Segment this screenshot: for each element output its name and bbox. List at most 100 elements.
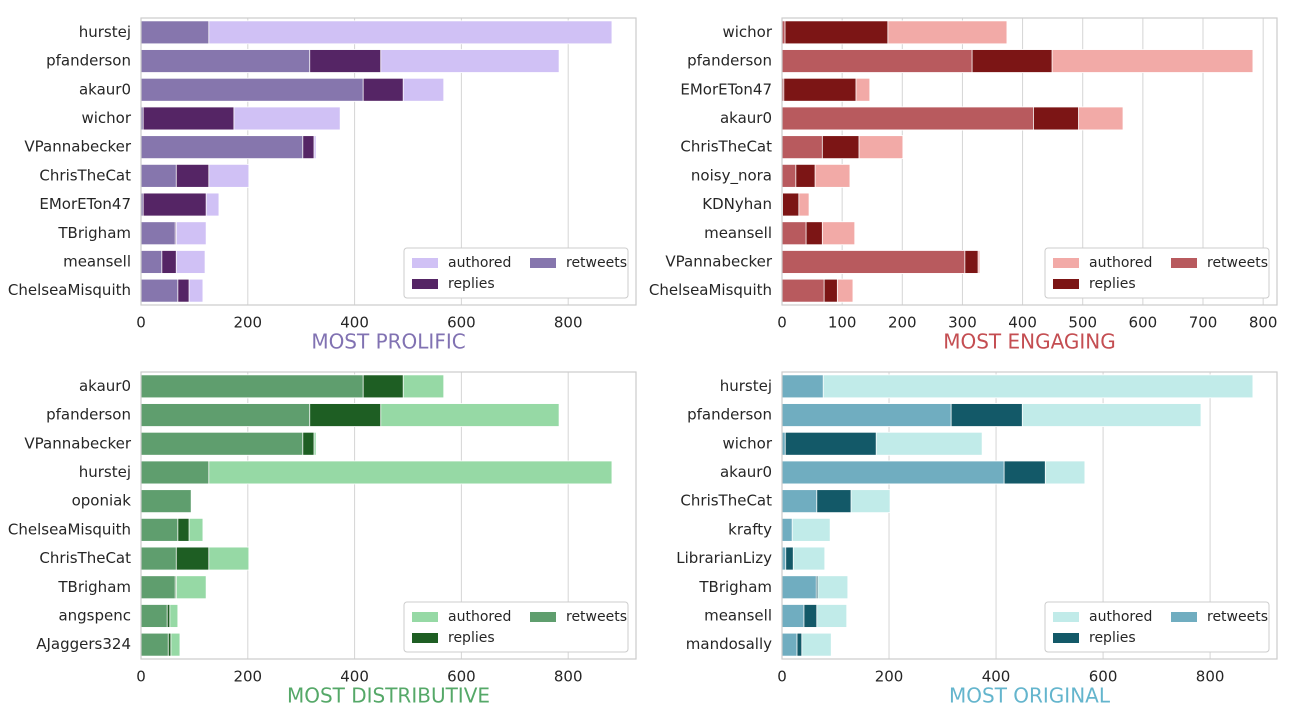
x-tick-label: 500 [1068, 314, 1097, 332]
y-tick-label: EMorETon47 [39, 195, 131, 213]
bar [140, 250, 163, 274]
legend-label: replies [448, 276, 495, 292]
y-tick-label: ChelseaMisquith [8, 281, 131, 299]
bar [781, 374, 1254, 399]
bar [140, 135, 304, 160]
x-tick-label: 200 [888, 314, 917, 332]
x-tick-label: 400 [982, 668, 1011, 686]
bar [781, 20, 889, 45]
legend-label: retweets [1207, 255, 1268, 271]
bar [140, 106, 235, 131]
bar [140, 604, 168, 628]
legend-label: authored [448, 255, 511, 271]
x-tick-label: 200 [233, 668, 262, 686]
bar [781, 278, 825, 303]
y-tick-label: pfanderson [687, 52, 772, 70]
subplot: 0 200 400 600 800 hurstej pfanderson akaur0 wich… [8, 17, 637, 354]
legend-label: replies [1089, 276, 1136, 292]
x-tick-label: 600 [1089, 668, 1118, 686]
bar [140, 460, 613, 485]
bar [781, 221, 807, 246]
y-tick-label: EMorETon47 [680, 80, 772, 98]
legend-swatch [530, 612, 556, 622]
bar [140, 20, 613, 45]
y-tick-label: akaur0 [79, 377, 131, 395]
y-tick-label: meansell [63, 252, 131, 270]
x-tick-label: 700 [1189, 314, 1218, 332]
y-tick-label: KDNyhan [702, 195, 772, 213]
axes-frame [781, 371, 1278, 660]
bar [140, 460, 210, 485]
x-tick-label: 0 [777, 668, 787, 686]
legend-label: retweets [566, 609, 627, 625]
x-tick-label: 200 [875, 668, 904, 686]
y-tick-label: VPannabecker [665, 252, 772, 270]
y-tick-label: hurstej [79, 463, 131, 481]
bar [781, 632, 798, 657]
x-tick-label: 200 [233, 314, 262, 332]
bar [140, 49, 311, 73]
y-tick-label: noisy_nora [691, 166, 772, 185]
subplot: 0 200 400 600 800 akaur0 pfanderson VPannabecke… [8, 371, 637, 708]
bar [140, 374, 364, 399]
y-tick-label: mandosally [686, 635, 772, 653]
legend-label: replies [1089, 630, 1136, 646]
subplot: 0 200 400 600 800 hurstej pfanderson wichor akau… [676, 371, 1278, 708]
bar [140, 278, 179, 303]
y-tick-label: akaur0 [720, 463, 772, 481]
x-tick-label: 100 [828, 314, 857, 332]
legend-label: authored [1089, 255, 1152, 271]
y-tick-label: pfanderson [687, 406, 772, 424]
y-tick-label: meansell [704, 606, 772, 624]
y-tick-label: oponiak [72, 492, 132, 510]
x-tick-label: 400 [340, 668, 369, 686]
bar [781, 431, 877, 456]
y-tick-label: ChelseaMisquith [8, 520, 131, 538]
x-axis-label: MOST DISTRIBUTIVE [287, 684, 490, 708]
bar [781, 250, 966, 274]
legend-label: authored [1089, 609, 1152, 625]
bar [140, 632, 169, 657]
subplot: 0 100 200 300 400 500 600 700 800 wichor pfanderso… [649, 17, 1278, 354]
y-tick-label: ChrisTheCat [39, 549, 131, 567]
y-tick-label: TBrigham [698, 578, 772, 596]
bar [140, 575, 176, 600]
x-tick-label: 600 [447, 314, 476, 332]
legend-label: retweets [1207, 609, 1268, 625]
axes-frame [140, 371, 637, 660]
x-tick-label: 600 [1129, 314, 1158, 332]
y-tick-label: TBrigham [57, 224, 131, 242]
x-tick-label: 600 [447, 668, 476, 686]
legend-label: retweets [566, 255, 627, 271]
y-tick-label: hurstej [720, 377, 772, 395]
bar [781, 49, 973, 73]
bar [140, 192, 207, 217]
bar [140, 431, 304, 456]
bar [140, 77, 364, 102]
legend-swatch [412, 258, 438, 268]
axes-frame [140, 17, 637, 306]
legend-swatch [1171, 612, 1197, 622]
x-tick-label: 0 [777, 314, 787, 332]
y-tick-label: TBrigham [57, 578, 131, 596]
y-tick-label: AJaggers324 [36, 635, 131, 653]
legend-label: authored [448, 609, 511, 625]
x-tick-label: 0 [136, 314, 146, 332]
bar [781, 460, 1005, 485]
x-axis-label: MOST ORIGINAL [949, 684, 1111, 708]
legend-swatch [1053, 279, 1079, 289]
y-tick-label: ChrisTheCat [680, 138, 772, 156]
x-tick-label: 800 [554, 668, 583, 686]
x-tick-label: 800 [1196, 668, 1225, 686]
y-tick-label: VPannabecker [24, 434, 131, 452]
y-tick-label: krafty [728, 520, 772, 538]
bar [781, 489, 818, 514]
y-tick-label: LibrarianLizy [676, 549, 772, 567]
y-tick-label: wichor [81, 109, 131, 127]
bar [781, 374, 824, 399]
legend-swatch [412, 612, 438, 622]
x-axis-label: MOST ENGAGING [943, 330, 1116, 354]
bar [140, 546, 177, 571]
x-tick-label: 800 [554, 314, 583, 332]
x-tick-label: 400 [1008, 314, 1037, 332]
